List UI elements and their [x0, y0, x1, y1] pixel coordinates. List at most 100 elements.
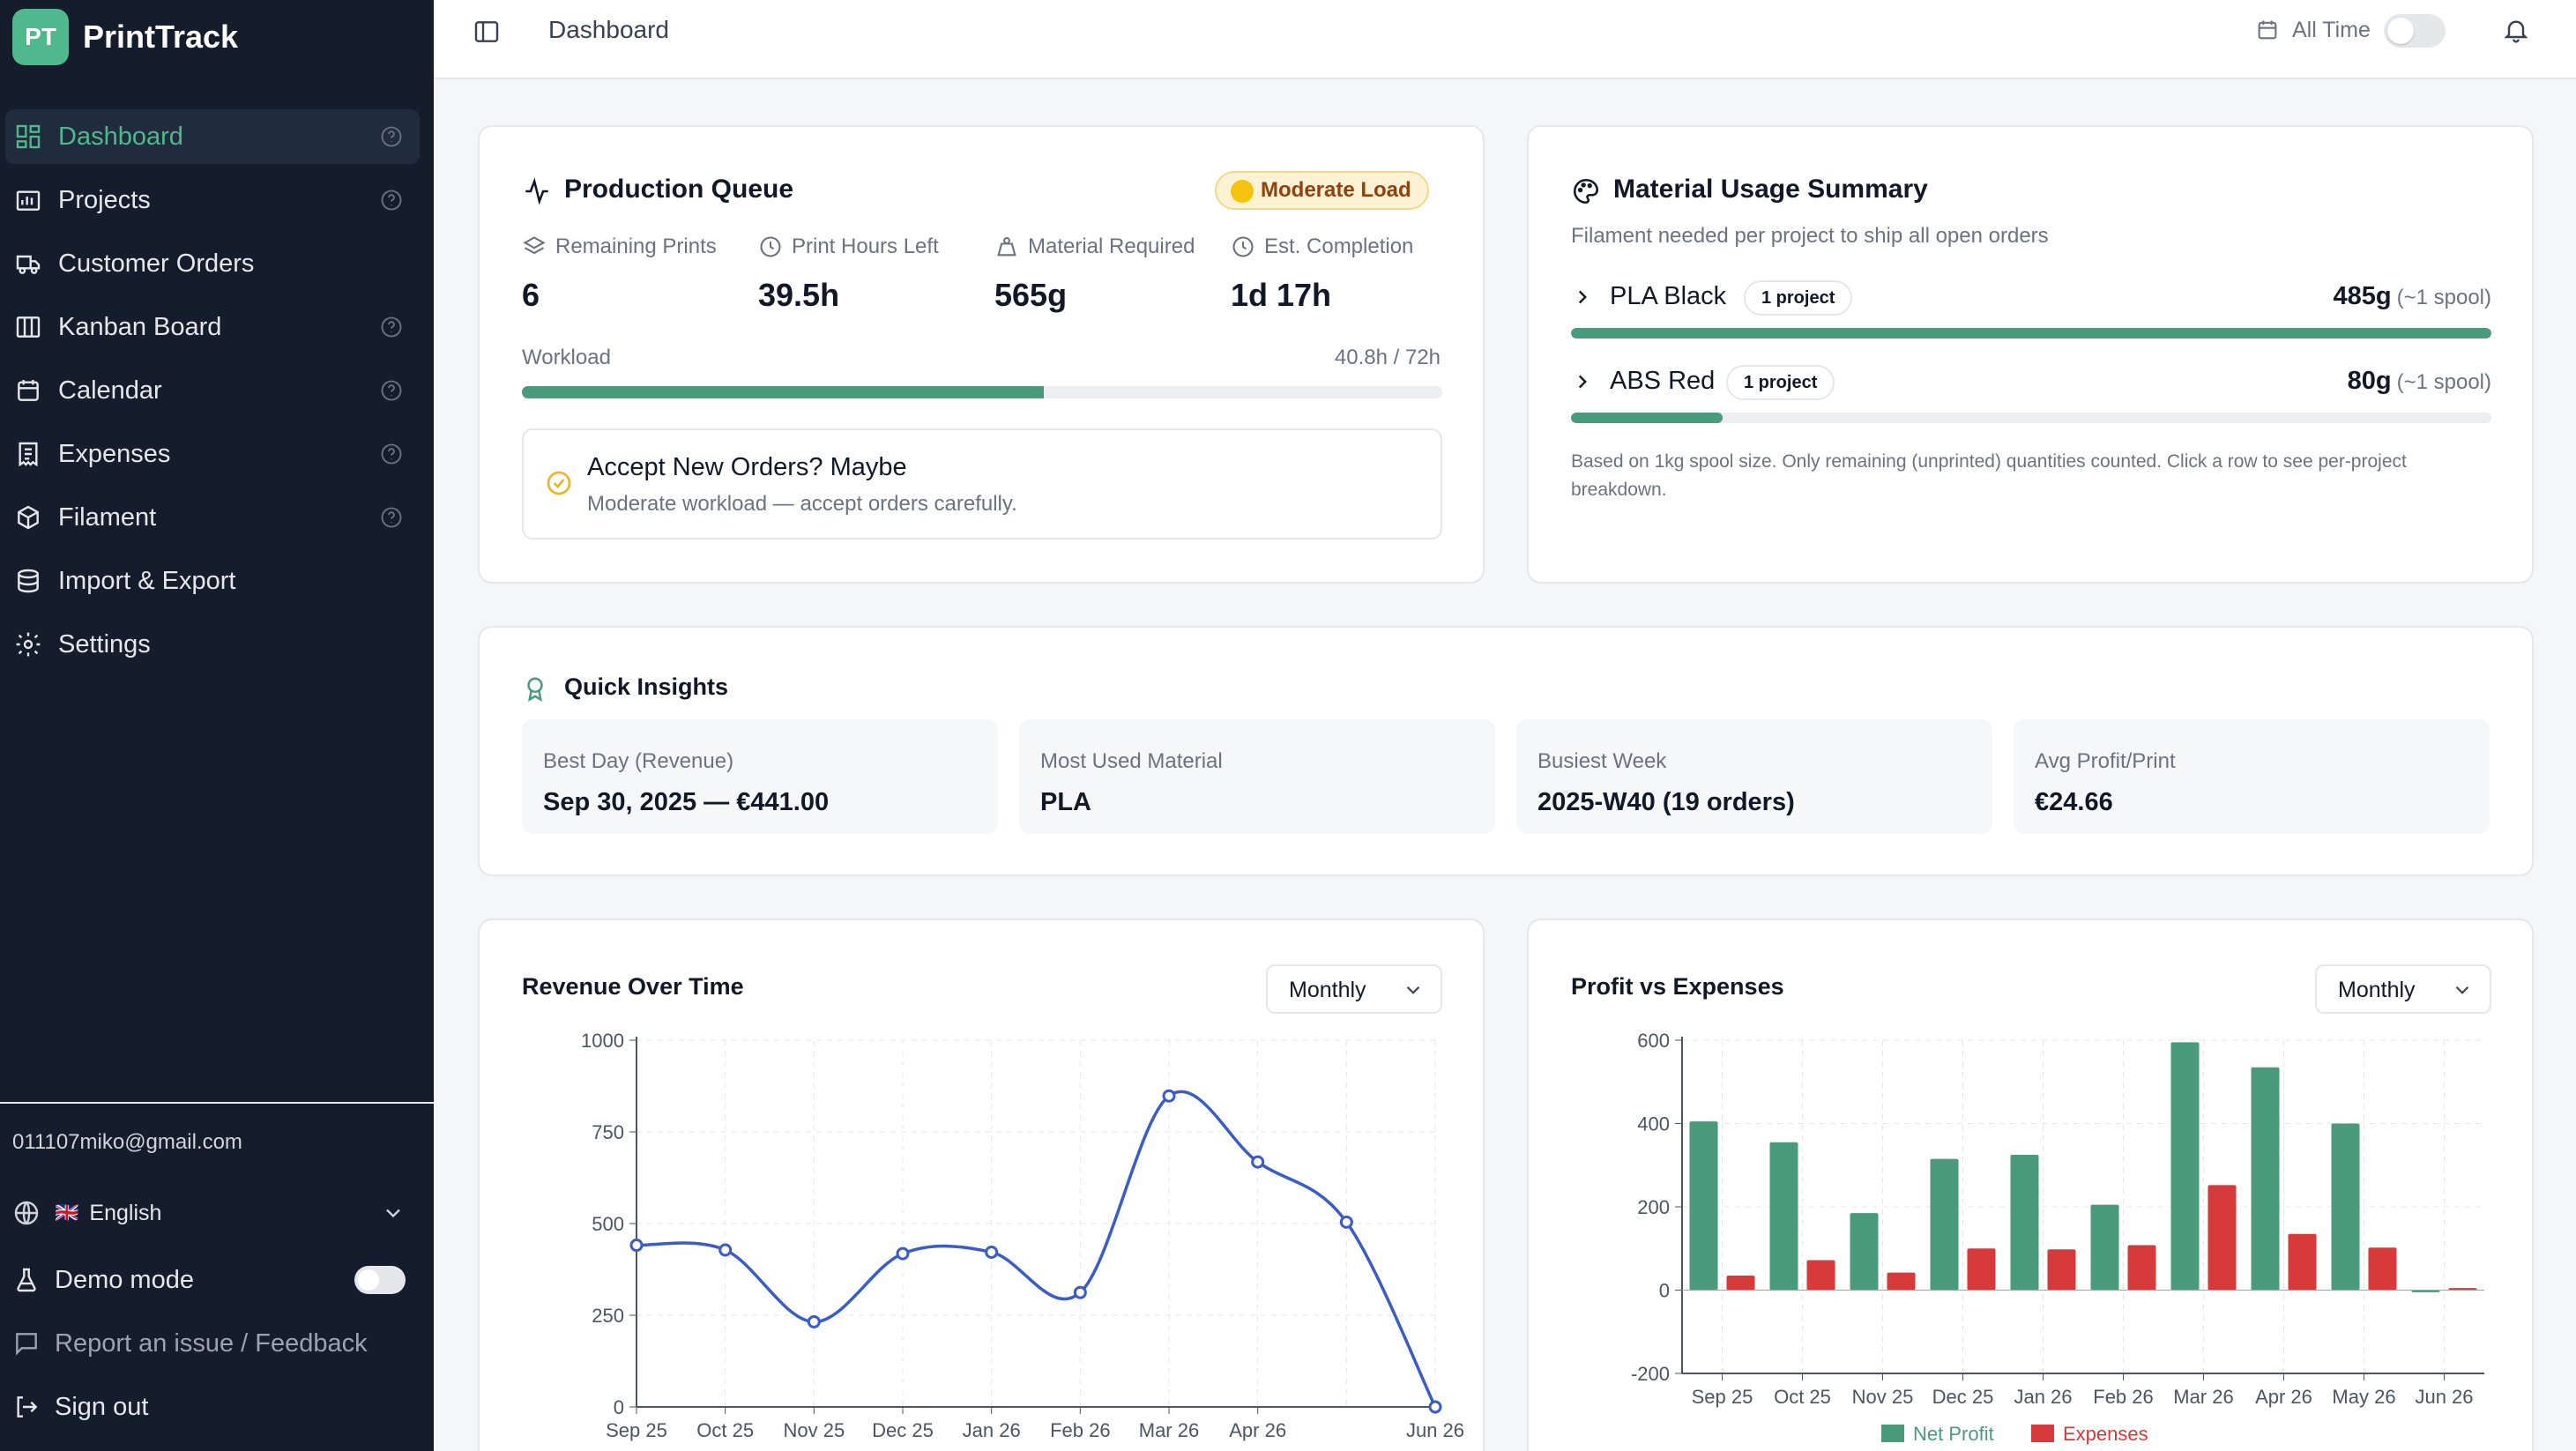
- insight-tile: Most Used Material PLA: [1019, 719, 1495, 834]
- sidebar-item-settings[interactable]: Settings: [5, 617, 420, 672]
- chevron-down-icon: [386, 1209, 400, 1218]
- material-spools: (~1 spool): [2396, 370, 2491, 394]
- demo-mode-toggle[interactable]: [354, 1266, 406, 1294]
- stat-value: 6: [522, 277, 540, 313]
- profit-bar: [2411, 1290, 2440, 1292]
- sidebar-item-dashboard[interactable]: Dashboard: [5, 109, 420, 164]
- load-dot-icon: [1231, 180, 1254, 203]
- quick-insights-title: Quick Insights: [564, 673, 729, 700]
- expense-bar: [2207, 1185, 2237, 1291]
- box-icon: [18, 505, 39, 530]
- receipt-icon: [19, 442, 38, 467]
- profit-bar: [2090, 1204, 2119, 1291]
- profit-bar: [2331, 1123, 2360, 1291]
- help-icon[interactable]: [379, 124, 404, 149]
- legend-label-expenses: Expenses: [2063, 1423, 2148, 1445]
- period-value: Monthly: [1289, 978, 1366, 1002]
- top-bar: Dashboard All Time: [434, 0, 2576, 79]
- expense-bar: [1967, 1248, 1996, 1291]
- sidebar-item-label: Dashboard: [58, 122, 183, 151]
- y-tick-label: 200: [1637, 1196, 1670, 1218]
- help-icon[interactable]: [379, 315, 404, 339]
- database-icon: [18, 569, 39, 593]
- profit-period-select[interactable]: Monthly: [2315, 964, 2491, 1014]
- expense-bar: [1806, 1260, 1835, 1291]
- clock-icon: [1232, 236, 1254, 257]
- revenue-point: [1162, 1089, 1176, 1103]
- x-tick-label: Apr 26: [2255, 1386, 2312, 1408]
- globe-icon: [14, 1201, 39, 1225]
- help-icon[interactable]: [379, 442, 404, 466]
- sidebar-item-filament[interactable]: Filament: [5, 490, 420, 545]
- sidebar-item-projects[interactable]: Projects: [5, 173, 420, 227]
- report-issue-link[interactable]: Report an issue / Feedback: [12, 1322, 418, 1365]
- profit-expenses-card: Profit vs Expenses Monthly -200 0 200 400 60…: [1527, 919, 2534, 1451]
- material-row[interactable]: ABS Red 1 project 80g (~1 spool): [1571, 358, 2491, 455]
- workload-value: 40.8h / 72h: [1334, 346, 1441, 369]
- expense-bar: [2288, 1233, 2317, 1291]
- stat-remaining-prints: Remaining Prints 6: [522, 231, 751, 314]
- language-select[interactable]: 🇬🇧 English: [12, 1192, 418, 1234]
- material-usage-title: Material Usage Summary: [1613, 175, 1928, 204]
- stat-value: 1d 17h: [1231, 277, 1332, 313]
- range-toggle[interactable]: [2384, 14, 2446, 48]
- brand[interactable]: PT PrintTrack: [12, 9, 238, 65]
- revenue-line-chart: 0 250 500 750 1000 Sep 25 Oct 25 Nov 25 Dec 25 Ja…: [581, 1030, 1464, 1441]
- sidebar-item-label: Import & Export: [58, 566, 236, 595]
- revenue-point: [1073, 1285, 1087, 1299]
- accept-orders-desc: Moderate workload — accept orders carefu…: [587, 492, 1017, 516]
- language-label: English: [89, 1200, 162, 1225]
- sidebar-item-label: Expenses: [58, 439, 171, 468]
- y-tick-label: 0: [1659, 1280, 1670, 1302]
- weight-icon: [997, 237, 1016, 257]
- sidebar-item-expenses[interactable]: Expenses: [5, 427, 420, 481]
- y-tick-label: 250: [592, 1305, 624, 1327]
- app-name: PrintTrack: [83, 19, 239, 55]
- palette-icon: [1573, 178, 1599, 205]
- sign-out-button[interactable]: Sign out: [12, 1386, 418, 1428]
- load-badge-label: Moderate Load: [1261, 178, 1411, 202]
- sidebar-item-customer-orders[interactable]: Customer Orders: [5, 236, 420, 291]
- x-tick-label: Dec 25: [1932, 1386, 1994, 1408]
- profit-bar: [2170, 1042, 2200, 1291]
- x-tick-label: Jan 26: [963, 1419, 1021, 1441]
- revenue-period-select[interactable]: Monthly: [1266, 964, 1442, 1014]
- help-icon[interactable]: [379, 188, 404, 212]
- calendar-icon: [2258, 20, 2277, 40]
- calendar-icon: [18, 380, 39, 401]
- profit-bar: [1769, 1142, 1798, 1291]
- x-tick-label: Feb 26: [1050, 1419, 1111, 1441]
- help-icon[interactable]: [379, 505, 404, 530]
- x-tick-label: May 26: [2332, 1386, 2395, 1408]
- bell-icon[interactable]: [2502, 16, 2530, 44]
- material-bar: [1571, 413, 2491, 423]
- sidebar-toggle-icon[interactable]: [473, 18, 501, 46]
- material-name: ABS Red: [1610, 367, 1716, 395]
- x-tick-label: Jun 26: [2415, 1386, 2473, 1408]
- x-tick-label: Oct 25: [1774, 1386, 1831, 1408]
- material-row[interactable]: PLA Black 1 project 485g (~1 spool): [1571, 273, 2491, 370]
- dashboard-icon: [16, 124, 41, 149]
- sidebar-item-import-export[interactable]: Import & Export: [5, 554, 420, 608]
- insight-label: Busiest Week: [1537, 749, 1667, 773]
- gear-icon: [16, 632, 41, 657]
- material-usage-subtitle: Filament needed per project to ship all …: [1571, 224, 2049, 248]
- award-icon: [527, 677, 543, 702]
- help-icon[interactable]: [379, 378, 404, 403]
- x-tick-label: Mar 26: [2173, 1386, 2233, 1408]
- sidebar-item-kanban-board[interactable]: Kanban Board: [5, 300, 420, 354]
- revenue-chart-title: Revenue Over Time: [522, 973, 744, 1000]
- chevron-down-icon: [2455, 986, 2469, 994]
- message-icon: [16, 1333, 37, 1356]
- insight-tile: Best Day (Revenue) Sep 30, 2025 — €441.00: [522, 719, 998, 834]
- sidebar-item-label: Filament: [58, 502, 157, 532]
- workload-label: Workload: [522, 346, 611, 369]
- range-label: All Time: [2292, 18, 2371, 42]
- y-tick-label: 600: [1637, 1030, 1670, 1052]
- stat-label: Est. Completion: [1264, 234, 1414, 258]
- sidebar-item-calendar[interactable]: Calendar: [5, 363, 420, 418]
- x-tick-label: Jun 26: [1406, 1419, 1464, 1441]
- check-circle-icon: [547, 471, 571, 495]
- load-badge: Moderate Load: [1215, 171, 1429, 210]
- sidebar-item-label: Projects: [58, 185, 151, 214]
